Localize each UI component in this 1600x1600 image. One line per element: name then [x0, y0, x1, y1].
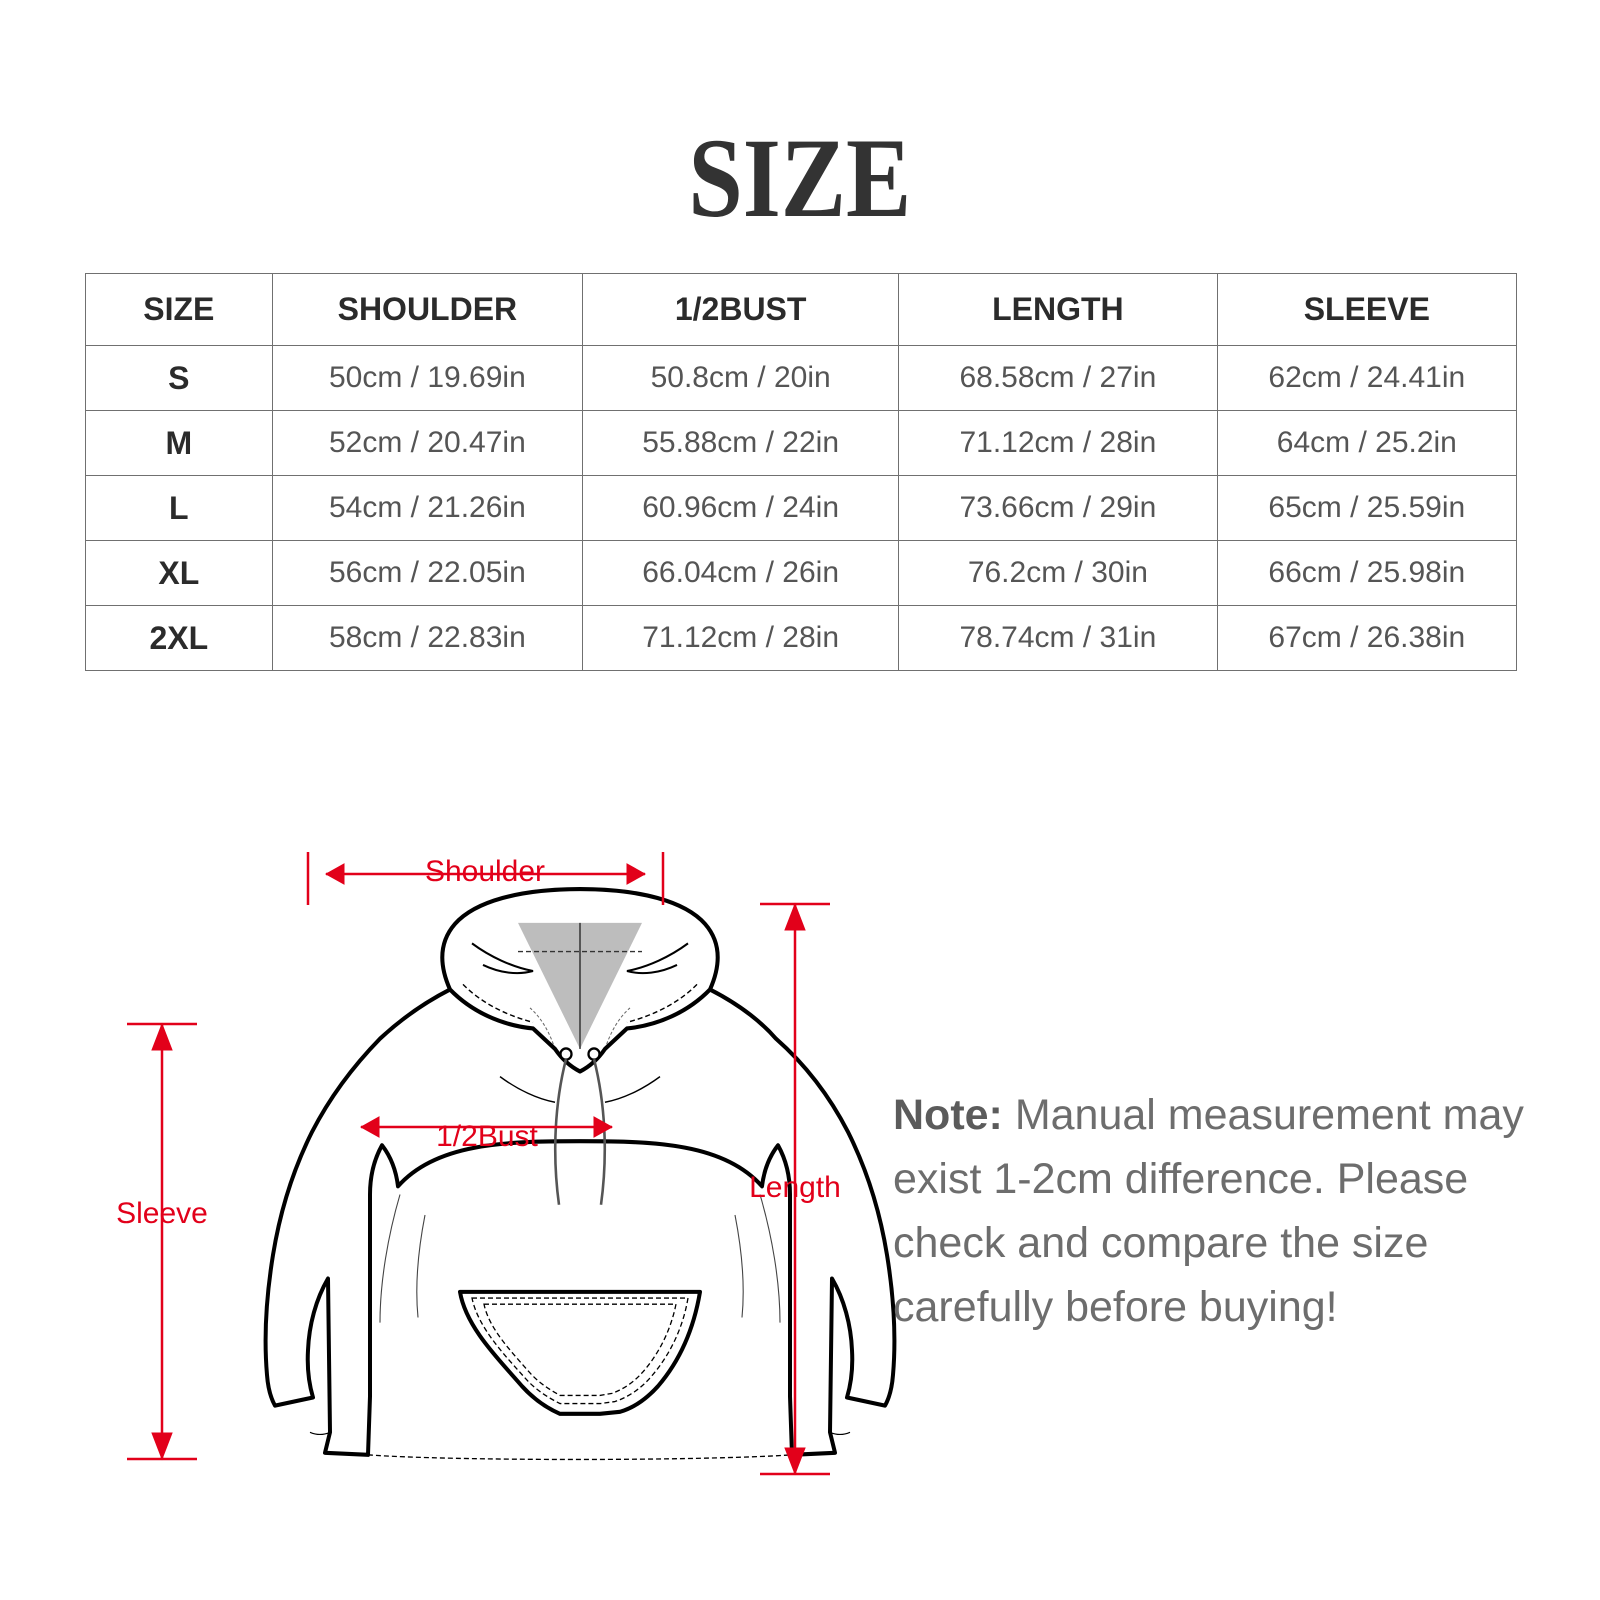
svg-text:Sleeve: Sleeve [116, 1197, 208, 1230]
svg-text:Shoulder: Shoulder [425, 855, 545, 888]
